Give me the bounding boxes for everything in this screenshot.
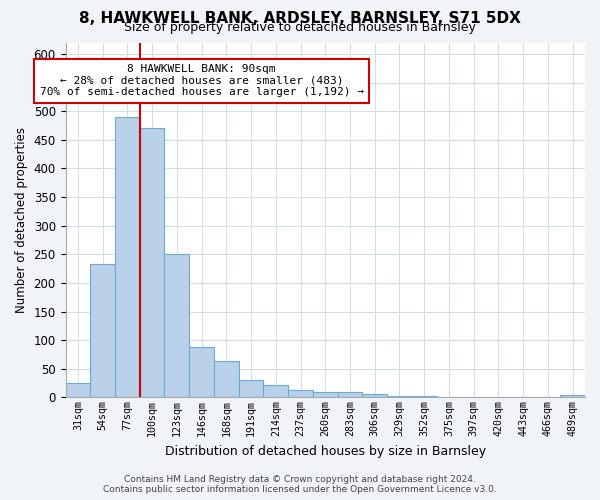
Bar bbox=[115, 117, 140, 398]
Bar bbox=[263, 385, 288, 398]
Y-axis label: Number of detached properties: Number of detached properties bbox=[15, 127, 28, 313]
Bar bbox=[65, 383, 90, 398]
Bar bbox=[214, 362, 239, 398]
Bar bbox=[387, 396, 412, 398]
Text: Contains HM Land Registry data © Crown copyright and database right 2024.
Contai: Contains HM Land Registry data © Crown c… bbox=[103, 474, 497, 494]
Bar bbox=[288, 390, 313, 398]
Bar bbox=[90, 264, 115, 398]
Bar bbox=[164, 254, 189, 398]
Bar bbox=[437, 397, 461, 398]
Bar bbox=[189, 347, 214, 398]
Bar bbox=[140, 128, 164, 398]
Bar bbox=[239, 380, 263, 398]
Text: Size of property relative to detached houses in Barnsley: Size of property relative to detached ho… bbox=[124, 22, 476, 35]
X-axis label: Distribution of detached houses by size in Barnsley: Distribution of detached houses by size … bbox=[165, 444, 486, 458]
Bar bbox=[313, 392, 338, 398]
Text: 8, HAWKWELL BANK, ARDSLEY, BARNSLEY, S71 5DX: 8, HAWKWELL BANK, ARDSLEY, BARNSLEY, S71… bbox=[79, 11, 521, 26]
Bar bbox=[338, 392, 362, 398]
Bar bbox=[461, 397, 486, 398]
Text: 8 HAWKWELL BANK: 90sqm
← 28% of detached houses are smaller (483)
70% of semi-de: 8 HAWKWELL BANK: 90sqm ← 28% of detached… bbox=[40, 64, 364, 98]
Bar bbox=[560, 395, 585, 398]
Bar bbox=[412, 396, 437, 398]
Bar bbox=[486, 397, 511, 398]
Bar bbox=[362, 394, 387, 398]
